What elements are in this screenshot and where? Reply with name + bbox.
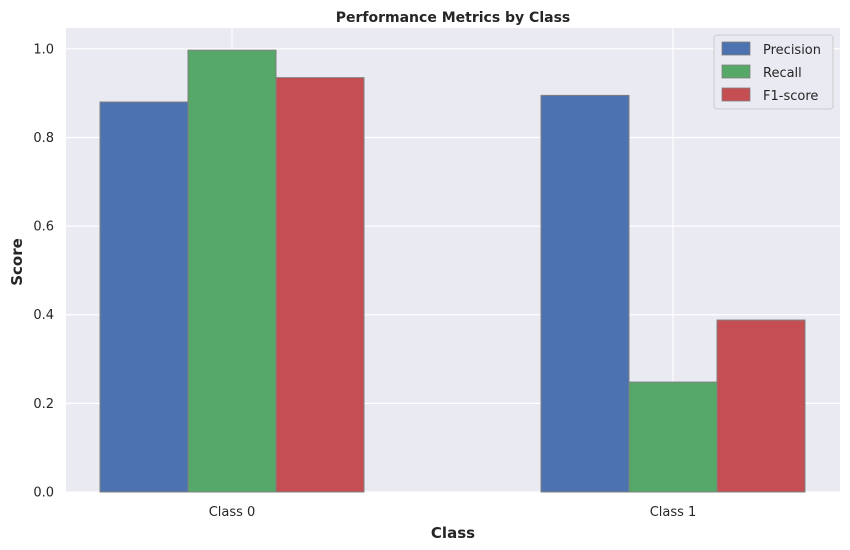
- chart-title: Performance Metrics by Class: [336, 10, 570, 26]
- y-tick-label: 0.2: [33, 397, 54, 412]
- legend-swatch-f1-score: [721, 87, 751, 102]
- bar-precision-class-0: [99, 101, 189, 493]
- x-tick-label: Class 1: [650, 505, 697, 520]
- legend: Precision Recall F1-score: [713, 34, 834, 110]
- legend-label-precision: Precision: [763, 43, 821, 58]
- x-axis-ticks: Class 0 Class 1: [209, 505, 697, 520]
- bar-f1-score-class-1: [716, 319, 806, 493]
- bar-recall-class-1: [628, 381, 718, 493]
- legend-swatch-recall: [721, 64, 751, 79]
- y-tick-label: 0.4: [33, 308, 54, 323]
- y-tick-label: 0.8: [33, 131, 54, 146]
- bar-f1-score-class-0: [275, 77, 365, 493]
- legend-label-recall: Recall: [763, 66, 802, 81]
- legend-swatch-precision: [721, 41, 751, 56]
- y-axis-title: Score: [8, 238, 26, 286]
- x-tick-label: Class 0: [209, 505, 256, 520]
- y-tick-label: 0.6: [33, 220, 54, 235]
- y-tick-label: 1.0: [33, 42, 54, 57]
- y-tick-label: 0.0: [33, 486, 54, 501]
- legend-label-f1-score: F1-score: [763, 89, 818, 104]
- y-axis-ticks: 0.0 0.2 0.4 0.6 0.8 1.0: [33, 42, 54, 500]
- bars: [99, 49, 806, 493]
- x-axis-title: Class: [431, 524, 475, 542]
- bar-recall-class-0: [187, 49, 277, 493]
- bar-precision-class-1: [540, 94, 630, 493]
